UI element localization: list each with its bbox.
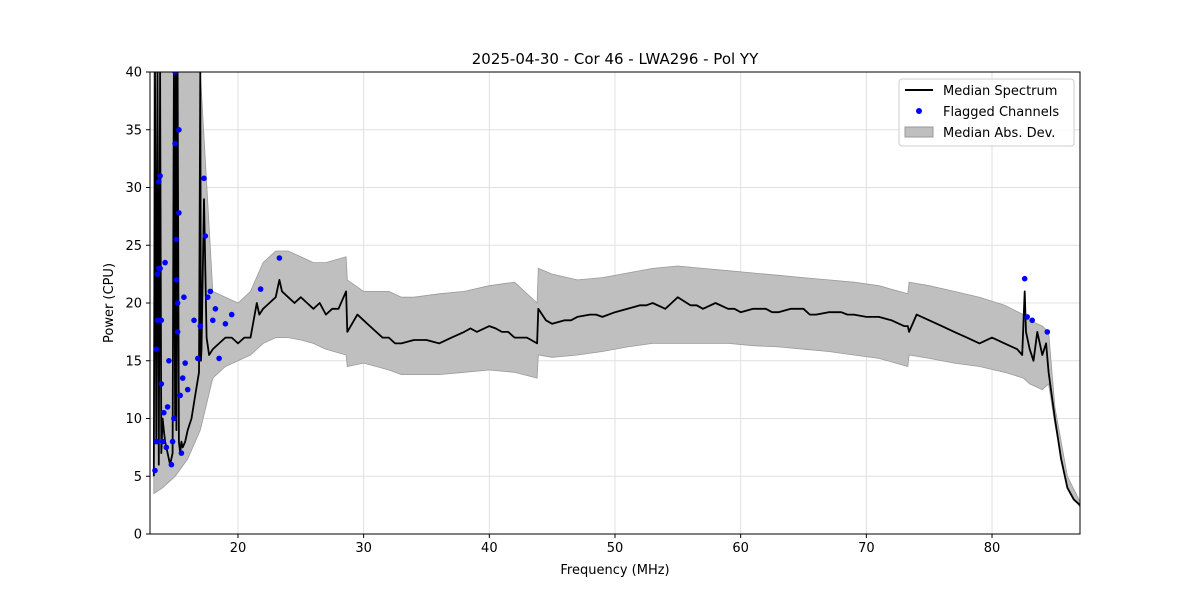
x-tick-label: 70 (858, 541, 875, 556)
legend-flagged-swatch (916, 108, 922, 114)
flagged-points-layer (152, 72, 1051, 474)
x-axis-label: Frequency (MHz) (560, 563, 669, 578)
flagged-channel-point (173, 277, 180, 283)
flagged-channel-point (171, 415, 177, 422)
y-tick-label: 15 (125, 354, 142, 369)
chart-title: 2025-04-30 - Cor 46 - LWA296 - Pol YY (472, 50, 759, 68)
flagged-channel-point (184, 386, 191, 393)
flagged-channel-point (153, 438, 160, 445)
flagged-channel-point (177, 392, 183, 399)
y-tick-label: 30 (125, 181, 142, 196)
flagged-channel-point (154, 271, 161, 277)
median-line-layer (152, 72, 1080, 506)
y-axis-label: Power (CPU) (102, 263, 117, 343)
flagged-channel-point (176, 127, 182, 133)
x-tick-label: 80 (984, 541, 1001, 556)
y-tick-label: 10 (125, 412, 142, 427)
flagged-channel-point (1021, 275, 1028, 282)
flagged-channel-point (216, 355, 222, 362)
legend-median-label: Median Spectrum (943, 84, 1057, 99)
legend-mad-label: Median Abs. Dev. (943, 126, 1055, 141)
flagged-channel-point (166, 358, 172, 364)
flagged-channel-point (1024, 314, 1030, 320)
flagged-channel-point (161, 409, 167, 416)
flagged-channel-point (195, 355, 201, 362)
y-tick-label: 40 (125, 66, 142, 81)
flagged-channel-point (157, 265, 163, 272)
x-tick-label: 30 (355, 541, 372, 556)
flagged-channel-point (168, 461, 175, 468)
y-tick-label: 5 (134, 470, 142, 485)
flagged-channel-point (212, 306, 219, 312)
flagged-channel-point (176, 210, 182, 216)
x-tick-label: 60 (732, 541, 749, 556)
flagged-channel-point (228, 311, 235, 318)
flagged-channel-point (162, 259, 168, 266)
legend: Median Spectrum Flagged Channels Median … (898, 78, 1075, 147)
y-tick-label: 0 (134, 528, 142, 543)
flagged-channel-point (153, 346, 160, 353)
flagged-channel-point (152, 467, 158, 474)
flagged-channel-point (174, 300, 181, 306)
flagged-channel-point (205, 294, 211, 301)
flagged-channel-point (179, 375, 186, 381)
flagged-channel-point (197, 323, 204, 329)
flagged-channel-point (222, 321, 229, 327)
median-spectrum-line (152, 72, 1080, 506)
flagged-channel-point (1029, 317, 1035, 324)
flagged-channel-point (178, 450, 185, 456)
flagged-channel-point (202, 233, 209, 239)
x-tick-label: 40 (481, 541, 498, 556)
flagged-channel-point (201, 175, 207, 182)
flagged-channel-point (173, 236, 180, 243)
flagged-channel-point (156, 178, 162, 185)
flagged-channel-point (169, 438, 176, 445)
flagged-channel-point (163, 444, 170, 451)
flagged-channel-point (182, 360, 188, 366)
y-tick-label: 25 (125, 239, 142, 254)
flagged-channel-point (210, 317, 216, 324)
flagged-channel-point (172, 72, 178, 75)
flagged-channel-point (207, 288, 214, 295)
flagged-channel-point (181, 294, 187, 301)
legend-box (898, 78, 1075, 147)
tick-layer: 20 30 40 50 60 70 80 0 5 10 15 20 25 30 35 40 (125, 66, 1000, 557)
y-tick-label: 20 (125, 297, 142, 312)
flagged-channel-point (172, 140, 178, 147)
legend-mad-swatch (904, 126, 934, 138)
flagged-channel-point (157, 173, 163, 179)
flagged-channel-point (174, 329, 181, 335)
y-tick-label: 35 (125, 123, 142, 138)
x-tick-label: 20 (230, 541, 247, 556)
x-tick-label: 50 (607, 541, 624, 556)
flagged-channel-point (276, 255, 283, 261)
flagged-channel-point (257, 286, 264, 292)
flagged-channel-point (158, 317, 165, 324)
flagged-channel-point (164, 404, 171, 410)
mad-band-layer (153, 72, 1080, 509)
flagged-channel-point (159, 438, 166, 445)
mad-band (153, 72, 1080, 509)
legend-flagged-label: Flagged Channels (943, 105, 1059, 120)
flagged-channel-point (1044, 329, 1051, 335)
flagged-channel-point (191, 317, 197, 324)
flagged-channel-point (158, 381, 165, 387)
